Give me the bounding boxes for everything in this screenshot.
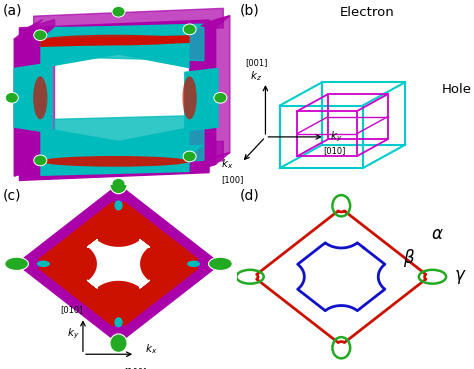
Polygon shape — [39, 202, 198, 325]
Ellipse shape — [5, 257, 28, 270]
Ellipse shape — [112, 6, 125, 17]
Text: [001]: [001] — [245, 58, 267, 67]
Polygon shape — [17, 184, 220, 343]
Text: $k_y$: $k_y$ — [330, 130, 343, 144]
Ellipse shape — [33, 76, 47, 119]
Text: (b): (b) — [239, 4, 259, 18]
Ellipse shape — [183, 24, 196, 35]
Polygon shape — [40, 127, 190, 176]
Text: (a): (a) — [2, 4, 22, 18]
Text: $k_z$: $k_z$ — [250, 69, 262, 83]
Text: $k_y$: $k_y$ — [67, 327, 80, 341]
Text: Hole: Hole — [442, 83, 472, 96]
Ellipse shape — [110, 334, 127, 352]
Polygon shape — [204, 15, 230, 161]
Polygon shape — [55, 115, 204, 164]
Ellipse shape — [182, 76, 197, 119]
Ellipse shape — [114, 200, 123, 210]
Text: $k_x$: $k_x$ — [221, 158, 234, 171]
Polygon shape — [55, 27, 204, 61]
Polygon shape — [14, 31, 40, 176]
Text: [010]: [010] — [60, 305, 82, 314]
Ellipse shape — [110, 175, 127, 194]
Ellipse shape — [112, 179, 125, 189]
Ellipse shape — [183, 151, 196, 162]
Ellipse shape — [34, 155, 47, 166]
Polygon shape — [40, 145, 204, 161]
Polygon shape — [28, 20, 55, 164]
Text: $k_x$: $k_x$ — [145, 342, 157, 356]
Text: Electron: Electron — [340, 6, 395, 19]
Ellipse shape — [37, 261, 50, 267]
Polygon shape — [40, 35, 190, 69]
Text: $\beta$: $\beta$ — [403, 247, 415, 269]
Polygon shape — [40, 24, 204, 39]
Text: [100]: [100] — [221, 175, 244, 184]
Polygon shape — [14, 63, 52, 133]
Ellipse shape — [214, 92, 227, 103]
Polygon shape — [190, 15, 230, 35]
Ellipse shape — [114, 317, 123, 327]
Text: (d): (d) — [239, 188, 259, 202]
Polygon shape — [40, 35, 190, 47]
Polygon shape — [14, 20, 43, 39]
Text: $\alpha$: $\alpha$ — [431, 226, 444, 243]
Ellipse shape — [187, 261, 200, 267]
Ellipse shape — [34, 30, 47, 41]
Text: $\gamma$: $\gamma$ — [454, 268, 467, 286]
Ellipse shape — [40, 156, 190, 167]
Polygon shape — [14, 156, 55, 176]
Ellipse shape — [209, 257, 232, 270]
Text: [100]: [100] — [124, 367, 146, 369]
Ellipse shape — [5, 92, 18, 103]
Polygon shape — [190, 152, 230, 172]
Polygon shape — [190, 27, 216, 172]
Polygon shape — [185, 69, 218, 131]
Polygon shape — [87, 239, 150, 288]
Ellipse shape — [40, 35, 190, 45]
Text: [010]: [010] — [323, 146, 346, 155]
Text: (c): (c) — [2, 188, 21, 202]
